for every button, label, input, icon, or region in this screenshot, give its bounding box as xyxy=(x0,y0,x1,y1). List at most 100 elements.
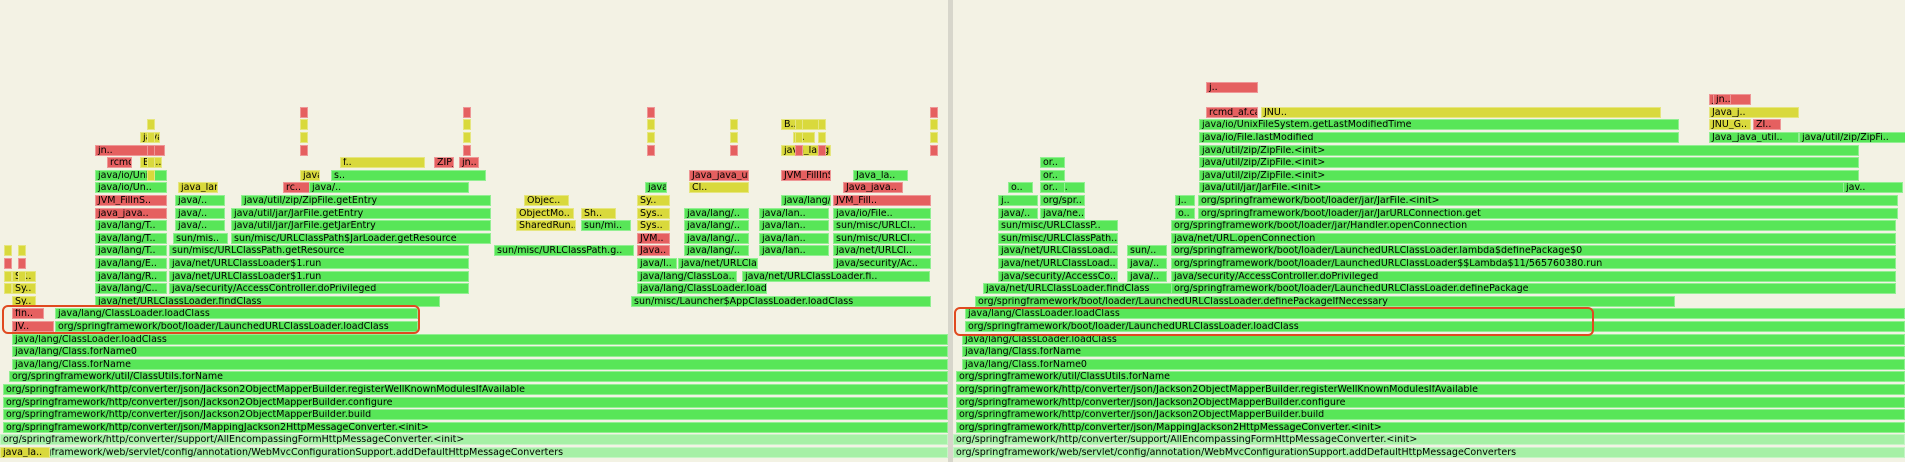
right-frame[interactable]: java/util/zip/ZipFile.<init> xyxy=(1199,157,1859,169)
left-frame[interactable] xyxy=(930,132,938,143)
left-frame[interactable]: java/lang/ClassLoader.loadClass xyxy=(55,308,418,320)
left-frame[interactable] xyxy=(4,258,12,269)
left-frame[interactable]: java/lang/.. xyxy=(684,220,749,232)
right-frame[interactable]: org/springframework/boot/loader/Launched… xyxy=(1171,258,1896,269)
left-frame[interactable] xyxy=(463,132,471,143)
right-frame[interactable]: java/net/URL.openConnection xyxy=(1171,232,1896,244)
left-frame[interactable]: java/security/Ac.. xyxy=(833,258,931,269)
left-frame[interactable]: Objec.. xyxy=(524,195,569,206)
flamegraph-right[interactable]: org/springframework/web/servlet/config/a… xyxy=(953,0,1905,462)
left-frame[interactable]: java_lang.. xyxy=(178,182,218,194)
left-frame[interactable]: java/lang/C.. xyxy=(95,283,167,295)
left-frame[interactable]: java/lang/T.. xyxy=(95,232,167,244)
left-frame[interactable]: java/lang/T.. xyxy=(95,245,167,257)
right-frame[interactable]: o.. xyxy=(1175,207,1195,219)
left-frame[interactable]: sun/misc/URLClassPath.g.. xyxy=(494,245,634,257)
left-frame[interactable] xyxy=(818,119,826,131)
right-frame[interactable]: or.. xyxy=(1040,169,1065,181)
left-frame[interactable]: java/util/zip/ZipFile.getEntry xyxy=(241,195,491,206)
left-frame[interactable]: java/lang/Class.forName0 xyxy=(12,346,948,358)
right-frame[interactable]: ZI.. xyxy=(1753,119,1781,131)
left-frame[interactable] xyxy=(300,106,308,118)
left-frame[interactable]: fin.. xyxy=(12,308,44,320)
left-frame[interactable]: f.. xyxy=(340,157,425,169)
left-frame[interactable]: ObjectMo.. xyxy=(516,207,574,219)
left-frame[interactable] xyxy=(647,119,655,131)
left-frame[interactable]: org/springframework/boot/loader/Launched… xyxy=(55,321,418,332)
left-frame[interactable]: sun/misc/URLClassPath.getResource xyxy=(169,245,469,257)
left-frame[interactable]: Java_java.. xyxy=(843,182,903,194)
left-frame[interactable]: ZIP_GetEntry2 xyxy=(434,157,454,169)
left-frame[interactable]: org/springframework/http/converter/json/… xyxy=(3,409,948,421)
left-frame[interactable]: java_la.. xyxy=(0,447,50,458)
right-frame[interactable]: org/springframework/http/converter/json/… xyxy=(956,409,1905,421)
left-frame[interactable]: jn.. xyxy=(459,157,479,169)
left-frame[interactable]: java/lang/E.. xyxy=(95,258,167,269)
left-frame[interactable]: java/io/Un.. xyxy=(95,182,167,194)
right-frame[interactable]: sun/.. xyxy=(1127,245,1167,257)
left-frame[interactable]: org/springframework/http/converter/suppo… xyxy=(0,434,948,446)
left-frame[interactable] xyxy=(795,119,803,131)
left-frame[interactable]: java/net/URLClassLoader$1.run xyxy=(169,270,469,282)
right-frame[interactable]: java/security/AccessController.doPrivile… xyxy=(1171,270,1896,282)
right-frame[interactable]: jav.. xyxy=(1843,182,1903,194)
right-frame[interactable]: java/security/AccessCo.. xyxy=(998,270,1118,282)
right-frame[interactable]: org/springframework/boot/loader/jar/JarU… xyxy=(1198,207,1898,219)
right-frame[interactable]: java/io/UnixFileSystem.getLastModifiedTi… xyxy=(1199,119,1679,131)
left-frame[interactable]: sun/mi.. xyxy=(581,220,631,232)
right-frame[interactable]: j.. xyxy=(998,195,1038,206)
left-frame[interactable]: Sys.. xyxy=(637,207,670,219)
left-frame[interactable]: java/net/URLClassLoader$1.run xyxy=(169,258,469,269)
left-frame[interactable] xyxy=(463,106,471,118)
right-frame[interactable]: java/util/zip/ZipFi.. xyxy=(1799,132,1905,143)
left-frame[interactable]: java/.. xyxy=(175,220,225,232)
left-frame[interactable] xyxy=(147,144,155,156)
right-frame[interactable]: or.. xyxy=(1040,157,1065,169)
left-frame[interactable]: java/lang/.. xyxy=(684,207,749,219)
right-frame[interactable]: java/.. xyxy=(1127,270,1167,282)
left-frame[interactable]: Java_la.. xyxy=(853,169,908,181)
right-frame[interactable]: java/lang/Class.forName0 xyxy=(962,358,1905,370)
left-frame[interactable] xyxy=(795,144,803,156)
left-frame[interactable]: java/lang/T.. xyxy=(95,220,167,232)
left-frame[interactable]: java/lan.. xyxy=(759,207,829,219)
right-frame[interactable]: jn.. xyxy=(1713,94,1731,106)
right-frame[interactable]: java/lang/Class.forName xyxy=(962,346,1905,358)
left-frame[interactable]: java/net/URLCl.. xyxy=(833,245,931,257)
right-frame[interactable]: org/springframework/web/servlet/config/a… xyxy=(953,447,1905,458)
left-frame[interactable]: SharedRun.. xyxy=(516,220,576,232)
left-frame[interactable] xyxy=(647,132,655,143)
left-frame[interactable] xyxy=(147,119,155,131)
left-frame[interactable] xyxy=(647,144,655,156)
left-frame[interactable] xyxy=(730,144,738,156)
left-frame[interactable] xyxy=(18,258,26,269)
left-frame[interactable]: org/springframework/http/converter/json/… xyxy=(3,396,948,408)
right-frame[interactable]: org/springframework/boot/loader/Launched… xyxy=(1171,283,1896,295)
left-frame[interactable]: JV.. xyxy=(12,321,54,332)
flamegraph-left[interactable]: org/springframework/web/servlet/config/a… xyxy=(0,0,948,462)
left-frame[interactable] xyxy=(818,132,826,143)
left-frame[interactable]: org/springframework/http/converter/json/… xyxy=(3,384,948,395)
left-frame[interactable]: JVM_FillInS.. xyxy=(781,169,831,181)
left-frame[interactable]: java/.. xyxy=(175,207,225,219)
right-frame[interactable]: java/net/URLClassLoad.. xyxy=(998,258,1118,269)
left-frame[interactable]: rcmd_af.. xyxy=(107,157,132,169)
left-frame[interactable]: JVM_Fill.. xyxy=(833,195,931,206)
left-frame[interactable] xyxy=(795,132,803,143)
left-frame[interactable] xyxy=(18,245,26,257)
left-frame[interactable]: Java.. xyxy=(637,245,670,257)
right-frame[interactable]: or.. xyxy=(1040,182,1065,194)
left-frame[interactable]: java/lang/.. xyxy=(684,232,749,244)
left-frame[interactable]: java/lan.. xyxy=(759,232,829,244)
left-frame[interactable]: java/io/Uni.. xyxy=(95,169,167,181)
left-frame[interactable]: java/io/File.. xyxy=(833,207,931,219)
right-frame[interactable]: java/ne.. xyxy=(1040,207,1085,219)
right-frame[interactable]: org/springframework/http/converter/json/… xyxy=(956,421,1905,433)
right-frame[interactable]: j.. xyxy=(1206,81,1258,93)
left-frame[interactable] xyxy=(730,119,738,131)
left-frame[interactable] xyxy=(300,119,308,131)
left-frame[interactable]: java/lang/ClassLoader.loadClass xyxy=(637,283,767,295)
left-frame[interactable]: java/security/AccessController.doPrivile… xyxy=(169,283,469,295)
left-frame[interactable]: java/l.. xyxy=(637,258,677,269)
left-frame[interactable] xyxy=(4,245,12,257)
